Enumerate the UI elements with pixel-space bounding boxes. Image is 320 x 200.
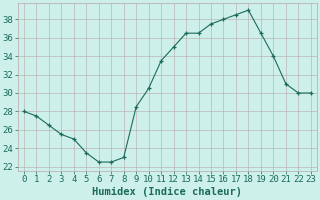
X-axis label: Humidex (Indice chaleur): Humidex (Indice chaleur) bbox=[92, 187, 242, 197]
